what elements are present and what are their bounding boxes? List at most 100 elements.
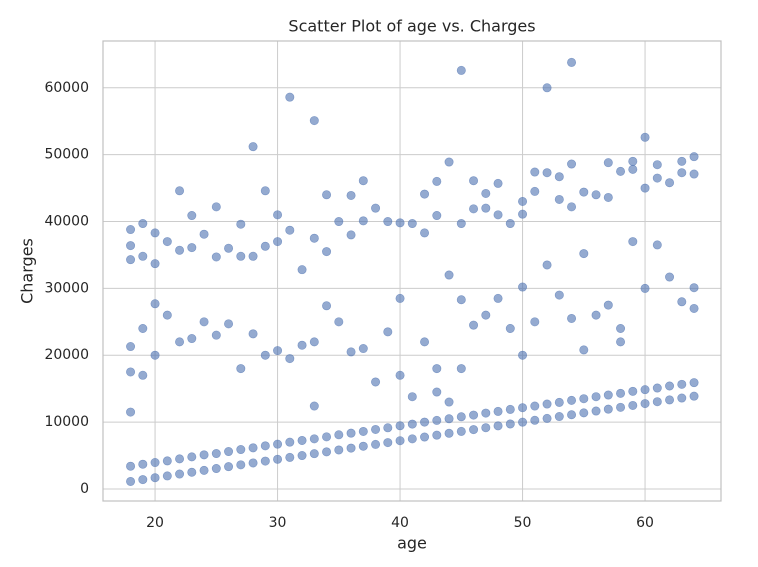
x-axis-label: age bbox=[397, 534, 427, 553]
point bbox=[309, 233, 319, 243]
point bbox=[162, 456, 172, 466]
point bbox=[628, 400, 638, 410]
point bbox=[150, 299, 160, 309]
point bbox=[383, 327, 393, 337]
point bbox=[652, 173, 662, 183]
point bbox=[334, 430, 344, 440]
point bbox=[211, 252, 221, 262]
point bbox=[493, 293, 503, 303]
point bbox=[126, 461, 136, 471]
point bbox=[346, 347, 356, 357]
point bbox=[603, 390, 613, 400]
point bbox=[542, 83, 552, 93]
point bbox=[518, 350, 528, 360]
point bbox=[542, 399, 552, 409]
point bbox=[162, 237, 172, 247]
point bbox=[334, 445, 344, 455]
point bbox=[126, 241, 136, 251]
point bbox=[322, 190, 332, 200]
point bbox=[260, 441, 270, 451]
point bbox=[652, 240, 662, 250]
point bbox=[542, 168, 552, 178]
point bbox=[456, 412, 466, 422]
point bbox=[346, 190, 356, 200]
point bbox=[518, 282, 528, 292]
point bbox=[420, 432, 430, 442]
point bbox=[248, 443, 258, 453]
point bbox=[138, 323, 148, 333]
point bbox=[150, 259, 160, 269]
point bbox=[567, 410, 577, 420]
y-tick-label: 30000 bbox=[44, 280, 89, 296]
point bbox=[481, 408, 491, 418]
point bbox=[273, 346, 283, 356]
point bbox=[126, 255, 136, 265]
point bbox=[554, 172, 564, 182]
point bbox=[175, 186, 185, 196]
point bbox=[554, 397, 564, 407]
point bbox=[505, 219, 515, 229]
x-tick-label: 30 bbox=[269, 515, 287, 531]
point bbox=[579, 345, 589, 355]
point bbox=[395, 218, 405, 228]
point bbox=[395, 293, 405, 303]
chart-title: Scatter Plot of age vs. Charges bbox=[288, 17, 535, 36]
point bbox=[677, 393, 687, 403]
point bbox=[285, 452, 295, 462]
point bbox=[616, 388, 626, 398]
point bbox=[444, 397, 454, 407]
point bbox=[567, 159, 577, 169]
point bbox=[689, 283, 699, 293]
point bbox=[603, 192, 613, 202]
point bbox=[150, 458, 160, 468]
point bbox=[554, 194, 564, 204]
point bbox=[493, 421, 503, 431]
point bbox=[665, 178, 675, 188]
point bbox=[407, 419, 417, 429]
point bbox=[150, 228, 160, 238]
point bbox=[567, 202, 577, 212]
point bbox=[530, 167, 540, 177]
point bbox=[505, 404, 515, 414]
point bbox=[224, 243, 234, 253]
point bbox=[126, 407, 136, 417]
point bbox=[211, 449, 221, 459]
point bbox=[358, 176, 368, 186]
point bbox=[322, 432, 332, 442]
point bbox=[616, 402, 626, 412]
point bbox=[469, 320, 479, 330]
point bbox=[677, 156, 687, 166]
point bbox=[469, 176, 479, 186]
point bbox=[628, 237, 638, 247]
point bbox=[603, 300, 613, 310]
point bbox=[640, 385, 650, 395]
point bbox=[236, 460, 246, 470]
point bbox=[346, 428, 356, 438]
point bbox=[481, 203, 491, 213]
point bbox=[542, 260, 552, 270]
point bbox=[383, 217, 393, 227]
point bbox=[689, 303, 699, 313]
point bbox=[628, 156, 638, 166]
point bbox=[309, 337, 319, 347]
point bbox=[138, 459, 148, 469]
point bbox=[199, 317, 209, 327]
point bbox=[432, 176, 442, 186]
point bbox=[456, 364, 466, 374]
point bbox=[297, 451, 307, 461]
point bbox=[554, 412, 564, 422]
point bbox=[505, 323, 515, 333]
point bbox=[554, 290, 564, 300]
point bbox=[689, 152, 699, 162]
point bbox=[591, 392, 601, 402]
point bbox=[126, 367, 136, 377]
point bbox=[162, 471, 172, 481]
point bbox=[542, 413, 552, 423]
point bbox=[260, 241, 270, 251]
point bbox=[456, 65, 466, 75]
point bbox=[224, 447, 234, 457]
point bbox=[518, 417, 528, 427]
point bbox=[395, 421, 405, 431]
point bbox=[469, 425, 479, 435]
